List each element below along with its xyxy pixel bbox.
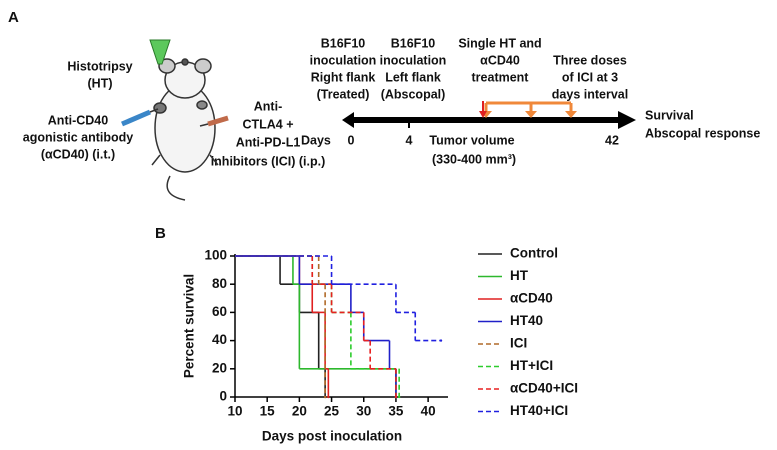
ht-label: Histotripsy bbox=[67, 59, 132, 73]
legend-label: αCD40+ICI bbox=[510, 381, 578, 396]
survival-end bbox=[439, 339, 443, 342]
event-label: B16F10 bbox=[321, 36, 366, 50]
day-tick: 4 bbox=[406, 133, 413, 147]
legend-label: αCD40 bbox=[510, 291, 553, 306]
y-tick-label: 80 bbox=[212, 276, 227, 291]
tumor-volume: (330-400 mm³) bbox=[432, 152, 516, 166]
legend-label: ICI bbox=[510, 336, 527, 351]
timeline bbox=[342, 101, 636, 129]
y-tick-label: 100 bbox=[204, 248, 227, 263]
syringe-icon bbox=[121, 108, 229, 127]
x-tick-label: 10 bbox=[227, 404, 242, 419]
ici-label: CTLA4 + bbox=[242, 117, 293, 131]
event-label: B16F10 bbox=[391, 36, 436, 50]
cd40-label: Anti-CD40 bbox=[48, 113, 108, 127]
legend-label: HT+ICI bbox=[510, 358, 553, 373]
event-label: (Treated) bbox=[317, 87, 370, 101]
legend-label: HT bbox=[510, 268, 529, 283]
x-tick-label: 15 bbox=[260, 404, 276, 419]
x-tick-label: 30 bbox=[356, 404, 371, 419]
outcome-label: Survival bbox=[645, 108, 694, 122]
y-axis-title: Percent survival bbox=[182, 274, 197, 378]
cd40-label: agonistic antibody bbox=[23, 130, 133, 144]
y-tick-label: 60 bbox=[212, 304, 227, 319]
x-tick-label: 25 bbox=[324, 404, 340, 419]
event-label: treatment bbox=[472, 70, 530, 84]
event-label: of ICI at 3 bbox=[562, 70, 618, 84]
legend-label: Control bbox=[510, 246, 558, 261]
survival-end bbox=[323, 395, 327, 399]
event-label: (Abscopal) bbox=[381, 87, 446, 101]
legend-label: HT40+ICI bbox=[510, 403, 568, 418]
x-tick-label: 40 bbox=[421, 404, 436, 419]
event-label: inoculation bbox=[380, 53, 447, 67]
survival-end bbox=[397, 395, 401, 399]
ici-label: inhibitors (ICI) (i.p.) bbox=[211, 154, 326, 168]
mouse-illustration bbox=[151, 58, 219, 201]
cd40-label: (αCD40) (i.t.) bbox=[41, 147, 115, 161]
y-tick-label: 0 bbox=[219, 389, 227, 404]
event-label: Left flank bbox=[385, 70, 441, 84]
event-label: days interval bbox=[552, 87, 628, 101]
event-label: Right flank bbox=[311, 70, 376, 84]
event-label: Three doses bbox=[553, 53, 627, 67]
tumor-volume: Tumor volume bbox=[429, 133, 514, 147]
transducer-icon bbox=[149, 39, 171, 65]
event-label: inoculation bbox=[310, 53, 377, 67]
event-label: Single HT and bbox=[458, 36, 541, 50]
panel-label: A bbox=[8, 9, 19, 26]
ht-label: (HT) bbox=[88, 76, 113, 90]
panel-label: B bbox=[155, 225, 166, 242]
ici-label: Anti- bbox=[254, 99, 282, 113]
day-tick: 42 bbox=[605, 133, 619, 147]
x-tick-label: 35 bbox=[388, 404, 404, 419]
x-tick-label: 20 bbox=[292, 404, 307, 419]
days-label: Days bbox=[301, 133, 331, 147]
x-axis-title: Days post inoculation bbox=[262, 429, 402, 444]
ici-label: Anti-PD-L1 bbox=[236, 135, 301, 149]
legend-label: HT40 bbox=[510, 313, 543, 328]
outcome-label: Abscopal response bbox=[645, 126, 760, 140]
y-tick-label: 20 bbox=[212, 360, 227, 375]
survival-end bbox=[327, 395, 330, 399]
day-tick: 0 bbox=[348, 133, 355, 147]
y-tick-label: 40 bbox=[212, 332, 227, 347]
event-label: αCD40 bbox=[480, 53, 520, 67]
survival-end bbox=[394, 395, 398, 399]
